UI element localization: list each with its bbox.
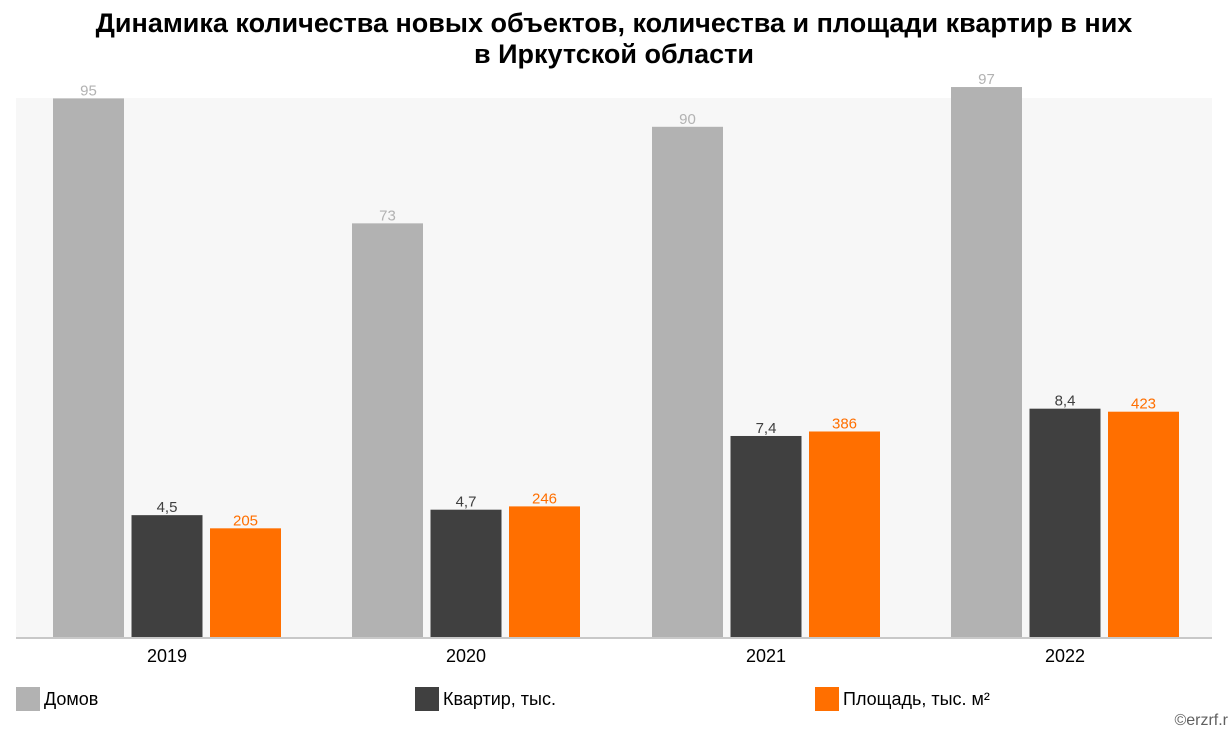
legend-swatch-houses (16, 687, 40, 711)
data-label-houses-2021: 90 (679, 111, 696, 128)
bar-area-2019 (210, 528, 281, 638)
legend-label-area: Площадь, тыс. м² (843, 688, 990, 709)
data-label-area-2019: 205 (233, 512, 258, 529)
legend-label-houses: Домов (44, 688, 99, 709)
data-label-houses-2019: 95 (80, 82, 97, 99)
legend-item-houses: Домов (16, 686, 98, 712)
data-label-houses-2020: 73 (379, 207, 396, 224)
bar-apartments-2020 (430, 509, 502, 638)
chart-title-line-1: Динамика количества новых объектов, коли… (95, 8, 1133, 38)
bar-area-2021 (809, 431, 880, 638)
data-label-apartments-2020: 4,7 (456, 494, 477, 511)
data-label-houses-2022: 97 (978, 71, 995, 88)
bar-houses-2022 (951, 87, 1022, 639)
data-label-apartments-2022: 8,4 (1055, 393, 1076, 410)
x-tick-label-2022: 2022 (1045, 646, 1085, 666)
x-tick-label-2020: 2020 (446, 646, 486, 666)
data-label-apartments-2021: 7,4 (756, 420, 777, 437)
bar-apartments-2019 (131, 515, 203, 638)
legend-swatch-area (815, 687, 839, 711)
chart-title: Динамика количества новых объектов, коли… (0, 8, 1228, 70)
legend-swatch-apartments (415, 687, 439, 711)
legend-label-apartments: Квартир, тыс. (443, 688, 556, 709)
bar-chart: 95 73 90 97 4,5 4,7 7,4 8,4 205 246 386 423 2019 2020… (16, 71, 1212, 666)
bar-houses-2021 (652, 126, 723, 639)
bar-apartments-2022 (1029, 408, 1101, 638)
legend-item-apartments: Квартир, тыс. (415, 686, 556, 712)
bar-apartments-2021 (730, 435, 802, 638)
data-label-area-2021: 386 (832, 415, 857, 432)
legend-item-area: Площадь, тыс. м² (815, 686, 990, 712)
bar-area-2022 (1108, 411, 1179, 638)
x-tick-label-2019: 2019 (147, 646, 187, 666)
copyright: ©erzrf.r (1174, 712, 1228, 729)
x-tick-label-2021: 2021 (746, 646, 786, 666)
bar-area-2020 (509, 506, 580, 638)
bar-houses-2020 (352, 223, 423, 639)
chart-title-line-2: в Иркутской области (474, 39, 754, 69)
data-label-area-2022: 423 (1131, 396, 1156, 413)
bar-houses-2019 (53, 98, 124, 638)
data-label-area-2020: 246 (532, 490, 557, 507)
data-label-apartments-2019: 4,5 (157, 499, 178, 516)
